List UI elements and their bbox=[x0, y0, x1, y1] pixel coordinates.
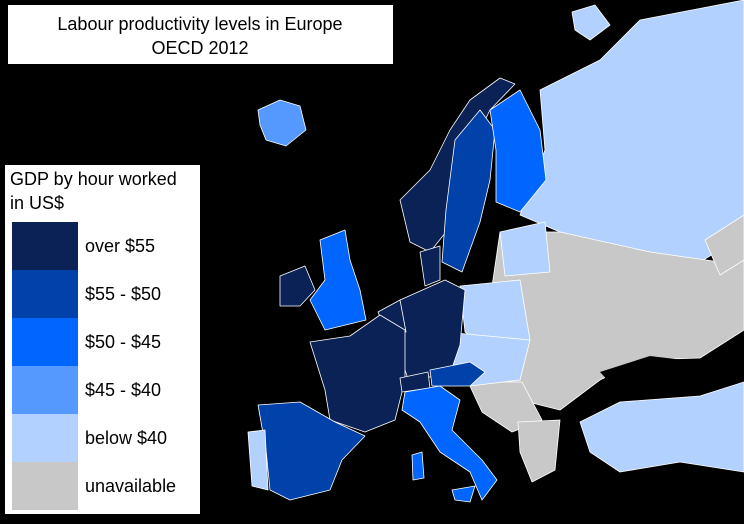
countries bbox=[247, 0, 744, 503]
legend-swatch bbox=[12, 270, 78, 318]
legend-swatch bbox=[12, 366, 78, 414]
sardinia bbox=[411, 451, 425, 481]
title-box bbox=[8, 5, 393, 64]
austria bbox=[429, 361, 486, 387]
title: Labour productivity levels in Europe bbox=[57, 14, 342, 34]
arctic-islands bbox=[571, 4, 611, 41]
baltics bbox=[499, 221, 551, 277]
black-sea bbox=[600, 356, 722, 396]
legend-label: $55 - $50 bbox=[85, 284, 161, 304]
france bbox=[309, 314, 406, 433]
legend-label: $45 - $40 bbox=[85, 380, 161, 400]
legend-label: $50 - $45 bbox=[85, 332, 161, 352]
portugal bbox=[247, 429, 269, 491]
united-kingdom bbox=[309, 229, 367, 331]
turkey bbox=[579, 381, 744, 473]
greece bbox=[517, 419, 561, 483]
east-border bbox=[704, 214, 744, 276]
legend-swatch bbox=[12, 462, 78, 510]
legend-title: GDP by hour worked bbox=[10, 169, 177, 189]
legend-label: over $55 bbox=[85, 236, 155, 256]
legend-swatch bbox=[12, 222, 78, 270]
legend-title: in US$ bbox=[10, 193, 64, 213]
spain bbox=[257, 401, 366, 501]
legend-label: below $40 bbox=[85, 428, 167, 448]
legend-swatch bbox=[12, 318, 78, 366]
legend-swatch bbox=[12, 414, 78, 462]
legend-items: over $55 $55 - $50 $50 - $45 $45 - $40 below… bbox=[12, 222, 176, 510]
italy bbox=[401, 385, 498, 501]
sweden bbox=[441, 109, 496, 273]
subtitle: OECD 2012 bbox=[151, 38, 248, 58]
iceland bbox=[257, 99, 307, 147]
ireland bbox=[279, 265, 316, 307]
legend-label: unavailable bbox=[85, 476, 176, 496]
finland bbox=[489, 89, 547, 213]
sicily bbox=[451, 485, 476, 503]
denmark bbox=[419, 245, 441, 287]
